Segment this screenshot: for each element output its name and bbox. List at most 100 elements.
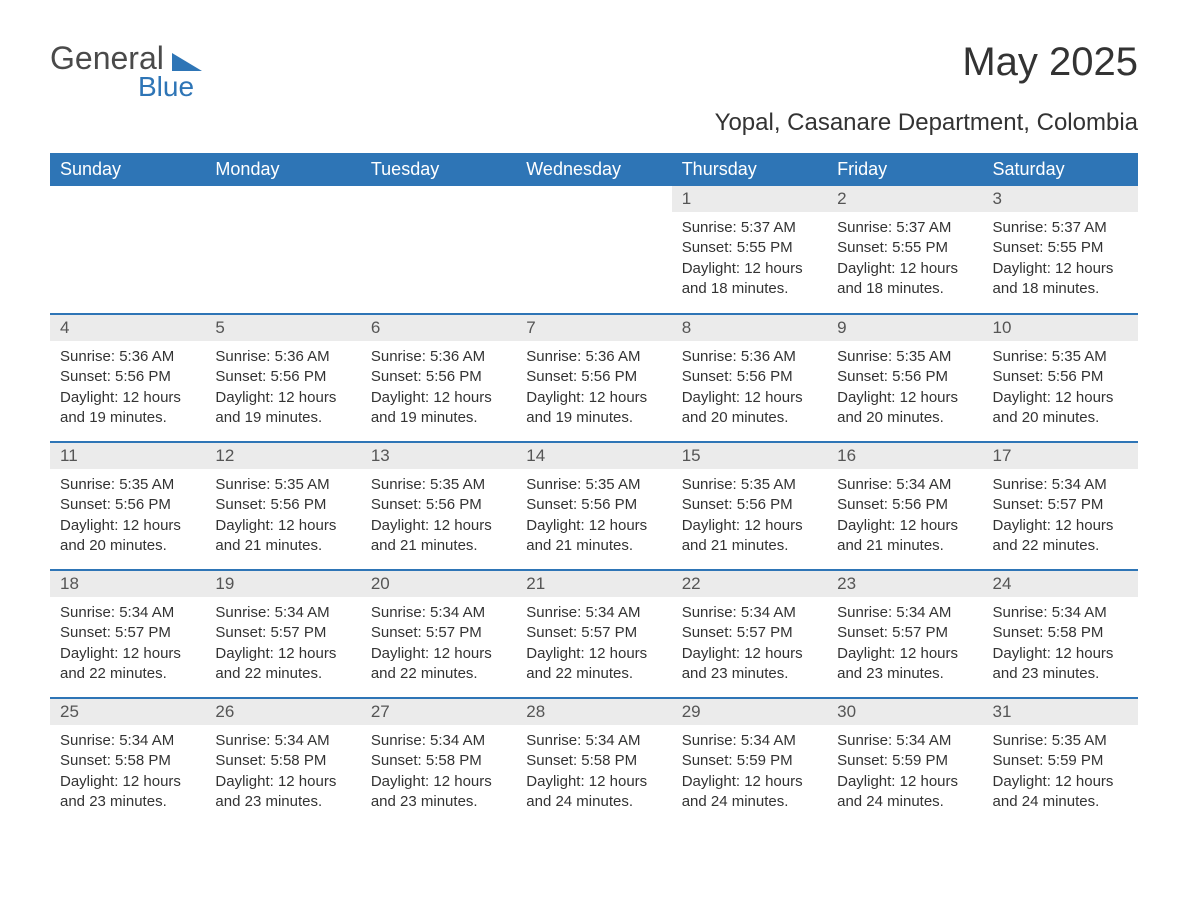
day-number: 27 <box>361 699 516 725</box>
day-body: Sunrise: 5:36 AMSunset: 5:56 PMDaylight:… <box>516 341 671 438</box>
day-body: Sunrise: 5:36 AMSunset: 5:56 PMDaylight:… <box>672 341 827 438</box>
sunrise-text: Sunrise: 5:34 AM <box>215 731 350 751</box>
daylight-text: Daylight: 12 hours and 18 minutes. <box>837 259 972 300</box>
daylight-text: Daylight: 12 hours and 23 minutes. <box>215 772 350 813</box>
sunset-text: Sunset: 5:58 PM <box>215 751 350 771</box>
calendar-day-cell: 29Sunrise: 5:34 AMSunset: 5:59 PMDayligh… <box>672 698 827 826</box>
calendar-week-row: 1Sunrise: 5:37 AMSunset: 5:55 PMDaylight… <box>50 186 1138 314</box>
sunrise-text: Sunrise: 5:35 AM <box>837 347 972 367</box>
day-number: 13 <box>361 443 516 469</box>
calendar-day-cell: 15Sunrise: 5:35 AMSunset: 5:56 PMDayligh… <box>672 442 827 570</box>
sunset-text: Sunset: 5:57 PM <box>993 495 1128 515</box>
sunset-text: Sunset: 5:58 PM <box>993 623 1128 643</box>
day-body: Sunrise: 5:34 AMSunset: 5:57 PMDaylight:… <box>50 597 205 694</box>
calendar-day-cell: 21Sunrise: 5:34 AMSunset: 5:57 PMDayligh… <box>516 570 671 698</box>
sunrise-text: Sunrise: 5:37 AM <box>993 218 1128 238</box>
calendar-day-cell: 8Sunrise: 5:36 AMSunset: 5:56 PMDaylight… <box>672 314 827 442</box>
calendar-day-cell: 30 Sunrise: 5:34 AMSunset: 5:59 PMDayligh… <box>827 698 982 826</box>
sunset-text: Sunset: 5:56 PM <box>215 495 350 515</box>
calendar-day-cell: 23Sunrise: 5:34 AMSunset: 5:57 PMDayligh… <box>827 570 982 698</box>
weekday-header: Tuesday <box>361 153 516 186</box>
day-body: Sunrise: 5:34 AMSunset: 5:58 PMDaylight:… <box>205 725 360 822</box>
daylight-text: Daylight: 12 hours and 19 minutes. <box>371 388 506 429</box>
daylight-text: Daylight: 12 hours and 22 minutes. <box>371 644 506 685</box>
calendar-day-cell: 22Sunrise: 5:34 AMSunset: 5:57 PMDayligh… <box>672 570 827 698</box>
sunset-text: Sunset: 5:56 PM <box>371 367 506 387</box>
daylight-text: Daylight: 12 hours and 24 minutes. <box>837 772 972 813</box>
calendar-table: SundayMondayTuesdayWednesdayThursdayFrid… <box>50 153 1138 826</box>
sunset-text: Sunset: 5:57 PM <box>371 623 506 643</box>
day-number: 21 <box>516 571 671 597</box>
calendar-day-cell: 20Sunrise: 5:34 AMSunset: 5:57 PMDayligh… <box>361 570 516 698</box>
daylight-text: Daylight: 12 hours and 22 minutes. <box>215 644 350 685</box>
calendar-day-cell: 12Sunrise: 5:35 AMSunset: 5:56 PMDayligh… <box>205 442 360 570</box>
day-number: 10 <box>983 315 1138 341</box>
day-body: Sunrise: 5:36 AMSunset: 5:56 PMDaylight:… <box>361 341 516 438</box>
sunrise-text: Sunrise: 5:34 AM <box>837 731 972 751</box>
sunset-text: Sunset: 5:58 PM <box>526 751 661 771</box>
day-number: 6 <box>361 315 516 341</box>
sunrise-text: Sunrise: 5:34 AM <box>993 603 1128 623</box>
calendar-day-cell: 2Sunrise: 5:37 AMSunset: 5:55 PMDaylight… <box>827 186 982 314</box>
day-number: 15 <box>672 443 827 469</box>
day-number: 4 <box>50 315 205 341</box>
calendar-week-row: 11Sunrise: 5:35 AMSunset: 5:56 PMDayligh… <box>50 442 1138 570</box>
sunrise-text: Sunrise: 5:36 AM <box>371 347 506 367</box>
calendar-week-row: 25Sunrise: 5:34 AMSunset: 5:58 PMDayligh… <box>50 698 1138 826</box>
sunrise-text: Sunrise: 5:34 AM <box>993 475 1128 495</box>
sunset-text: Sunset: 5:55 PM <box>993 238 1128 258</box>
sunrise-text: Sunrise: 5:34 AM <box>837 475 972 495</box>
calendar-day-cell: 3Sunrise: 5:37 AMSunset: 5:55 PMDaylight… <box>983 186 1138 314</box>
calendar-day-cell: 27Sunrise: 5:34 AMSunset: 5:58 PMDayligh… <box>361 698 516 826</box>
daylight-text: Daylight: 12 hours and 21 minutes. <box>526 516 661 557</box>
sunset-text: Sunset: 5:57 PM <box>215 623 350 643</box>
sunrise-text: Sunrise: 5:35 AM <box>993 347 1128 367</box>
day-number: 8 <box>672 315 827 341</box>
day-number: 30 <box>827 699 982 725</box>
calendar-header-row: SundayMondayTuesdayWednesdayThursdayFrid… <box>50 153 1138 186</box>
daylight-text: Daylight: 12 hours and 24 minutes. <box>526 772 661 813</box>
sunset-text: Sunset: 5:56 PM <box>837 367 972 387</box>
calendar-day-cell: 19Sunrise: 5:34 AMSunset: 5:57 PMDayligh… <box>205 570 360 698</box>
sunrise-text: Sunrise: 5:37 AM <box>837 218 972 238</box>
sunset-text: Sunset: 5:56 PM <box>371 495 506 515</box>
day-body: Sunrise: 5:34 AMSunset: 5:57 PMDaylight:… <box>361 597 516 694</box>
calendar-day-cell: 13Sunrise: 5:35 AMSunset: 5:56 PMDayligh… <box>361 442 516 570</box>
day-body: Sunrise: 5:34 AMSunset: 5:57 PMDaylight:… <box>205 597 360 694</box>
day-body: Sunrise: 5:34 AMSunset: 5:57 PMDaylight:… <box>827 597 982 694</box>
day-number: 29 <box>672 699 827 725</box>
sunrise-text: Sunrise: 5:36 AM <box>60 347 195 367</box>
day-body: Sunrise: 5:34 AMSunset: 5:58 PMDaylight:… <box>361 725 516 822</box>
daylight-text: Daylight: 12 hours and 24 minutes. <box>993 772 1128 813</box>
calendar-day-cell: 14Sunrise: 5:35 AMSunset: 5:56 PMDayligh… <box>516 442 671 570</box>
calendar-day-cell: 18Sunrise: 5:34 AMSunset: 5:57 PMDayligh… <box>50 570 205 698</box>
sunset-text: Sunset: 5:56 PM <box>837 495 972 515</box>
calendar-day-cell <box>516 186 671 314</box>
calendar-day-cell <box>205 186 360 314</box>
daylight-text: Daylight: 12 hours and 23 minutes. <box>60 772 195 813</box>
sunset-text: Sunset: 5:59 PM <box>837 751 972 771</box>
day-body: Sunrise: 5:34 AMSunset: 5:57 PMDaylight:… <box>983 469 1138 566</box>
daylight-text: Daylight: 12 hours and 20 minutes. <box>993 388 1128 429</box>
logo-triangle-icon <box>172 53 202 71</box>
sunset-text: Sunset: 5:56 PM <box>682 367 817 387</box>
sunrise-text: Sunrise: 5:35 AM <box>60 475 195 495</box>
daylight-text: Daylight: 12 hours and 20 minutes. <box>837 388 972 429</box>
day-body: Sunrise: 5:35 AMSunset: 5:56 PMDaylight:… <box>361 469 516 566</box>
sunset-text: Sunset: 5:57 PM <box>60 623 195 643</box>
calendar-week-row: 18Sunrise: 5:34 AMSunset: 5:57 PMDayligh… <box>50 570 1138 698</box>
day-body: Sunrise: 5:35 AMSunset: 5:56 PMDaylight:… <box>50 469 205 566</box>
daylight-text: Daylight: 12 hours and 22 minutes. <box>993 516 1128 557</box>
daylight-text: Daylight: 12 hours and 21 minutes. <box>837 516 972 557</box>
sunset-text: Sunset: 5:55 PM <box>837 238 972 258</box>
day-number: 28 <box>516 699 671 725</box>
sunrise-text: Sunrise: 5:35 AM <box>526 475 661 495</box>
sunset-text: Sunset: 5:56 PM <box>526 495 661 515</box>
page-subtitle: Yopal, Casanare Department, Colombia <box>50 109 1138 137</box>
sunrise-text: Sunrise: 5:34 AM <box>60 731 195 751</box>
day-number: 22 <box>672 571 827 597</box>
sunset-text: Sunset: 5:56 PM <box>215 367 350 387</box>
day-number: 11 <box>50 443 205 469</box>
day-body: Sunrise: 5:35 AMSunset: 5:56 PMDaylight:… <box>983 341 1138 438</box>
logo: General Blue <box>50 40 202 103</box>
